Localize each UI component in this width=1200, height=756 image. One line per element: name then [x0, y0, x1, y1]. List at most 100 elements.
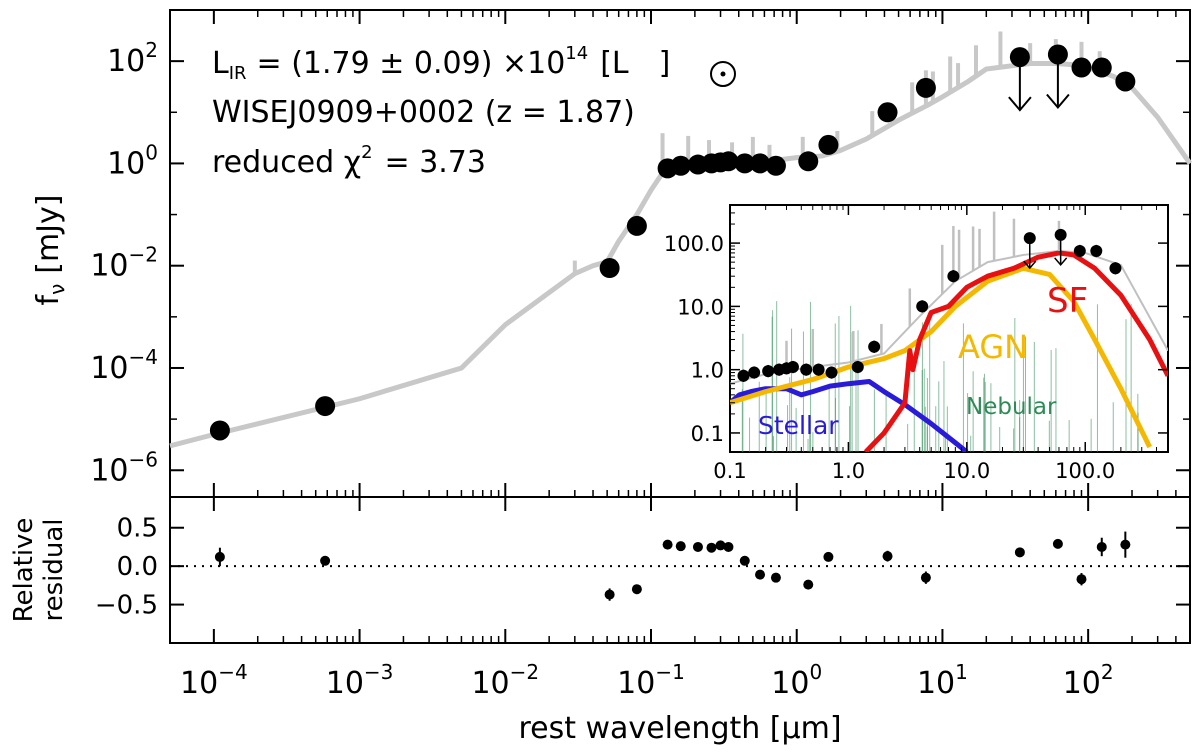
x-tick-exp: −2	[510, 660, 539, 684]
inset-curve-stellar	[730, 379, 969, 452]
x-axis-label: rest wavelength [μm]	[518, 711, 841, 746]
inset-curve-agn	[730, 265, 1152, 449]
y-tick-exp: −2	[129, 243, 158, 267]
residual-point	[320, 555, 331, 566]
inset-axes: 0.1 1.0 10.0 100.0 0.1 1.0 10.0 100.0	[664, 204, 1169, 483]
residual-point	[214, 551, 225, 562]
main-photometry-point	[599, 258, 620, 279]
inset-photometry-point	[868, 340, 881, 353]
lir-exponent: 14	[565, 43, 588, 64]
inset-label-agn: AGN	[958, 328, 1028, 366]
x-tick-exp: 1	[955, 660, 968, 684]
inset-photometry-point	[1090, 245, 1103, 258]
residual-point	[739, 555, 750, 566]
x-tick-base: 10	[771, 666, 809, 701]
inset-label-stellar: Stellar	[758, 411, 839, 440]
y-tick-base: 10	[90, 453, 128, 488]
inset-photometry-point	[1073, 245, 1086, 258]
residual-plot-frame	[169, 496, 1191, 644]
residual-point	[1120, 539, 1131, 550]
chi2-annotation: reduced χ2 = 3.73	[212, 142, 486, 180]
main-photometry-point	[626, 215, 647, 236]
residual-point	[715, 540, 726, 551]
lir-label: L	[212, 46, 229, 81]
main-photometry-point	[750, 153, 771, 174]
x-tick-base: 10	[180, 666, 218, 701]
residual-point	[882, 551, 893, 562]
main-photometry-point	[734, 153, 755, 174]
lir-unit-close: ]	[659, 46, 671, 81]
residual-y-label-line2: residual	[39, 518, 69, 621]
main-photometry-point	[1071, 57, 1092, 78]
y-tick-label: 10−2	[90, 243, 158, 284]
inset-photometry-point	[916, 300, 929, 313]
inset-y-tick-label: 100.0	[664, 232, 724, 256]
x-tick-label: 10−2	[471, 660, 539, 701]
main-photometry-point	[798, 151, 819, 172]
chi2-label: reduced χ	[212, 145, 361, 180]
y-tick-exp: −6	[129, 447, 158, 471]
annotation-block: LIR = (1.79 ± 0.09) ×1014 [L] WISEJ0909+00…	[212, 43, 736, 180]
main-photometry-point	[670, 155, 691, 176]
res-y-tick-label: −0.5	[95, 591, 158, 621]
main-photometry-point	[877, 102, 898, 123]
inset-photometry-point	[851, 361, 864, 374]
x-tick-label: 10−1	[617, 660, 685, 701]
x-tick-label: 100	[771, 660, 822, 701]
main-sed-line	[169, 60, 1193, 449]
x-tick-label: 10−4	[180, 660, 248, 701]
inset-photometry	[737, 228, 1122, 382]
inset-curve-sf	[863, 250, 1168, 452]
lir-annotation: LIR = (1.79 ± 0.09) ×1014 [L]	[212, 43, 670, 84]
residual-y-label-line1: Relative	[9, 518, 39, 623]
inset-photometry-point	[800, 363, 813, 376]
inset-photometry-point	[748, 366, 761, 379]
x-tick-base: 10	[326, 666, 364, 701]
main-photometry-point	[209, 420, 230, 441]
residual-points	[214, 531, 1131, 601]
inset-photometry-point	[825, 366, 838, 379]
y-tick-exp: 0	[145, 140, 158, 164]
res-y-tick-label: 0.0	[117, 552, 158, 582]
lir-unit: [L	[600, 46, 629, 81]
residual-point	[1014, 547, 1025, 558]
chi2-value: = 3.73	[385, 145, 486, 180]
x-tick-label: 10−3	[326, 660, 394, 701]
main-photometry-point	[718, 151, 739, 172]
main-photometry-point	[315, 396, 336, 417]
inset-y-tick-label: 1.0	[691, 359, 724, 383]
main-photometry	[209, 57, 1136, 441]
y-tick-base: 10	[90, 351, 128, 386]
main-y-axis-label: fν [mJy]	[31, 195, 69, 306]
x-tick-base: 10	[917, 666, 955, 701]
main-photometry-point	[1115, 71, 1136, 92]
y-tick-label: 10−6	[90, 447, 158, 488]
main-photometry-point	[818, 134, 839, 155]
residual-point	[920, 572, 931, 583]
y-label-f: f	[31, 293, 66, 305]
inset-label-sf: SF	[1047, 281, 1088, 321]
residual-point	[723, 541, 734, 552]
x-tick-base: 10	[1063, 666, 1101, 701]
residual-point	[1076, 574, 1087, 585]
inset-upper-limit-arrowhead	[1054, 257, 1068, 267]
inset-label-nebular: Nebular	[966, 394, 1057, 420]
main-upper-limit-arrowhead	[1008, 96, 1032, 112]
y-tick-label: 100	[107, 140, 158, 181]
y-tick-base: 10	[107, 44, 145, 79]
inset-x-tick-label: 100.0	[1055, 459, 1115, 483]
y-tick-base: 10	[107, 146, 145, 181]
main-upper-limit-arrowhead	[1046, 93, 1070, 110]
residual-point	[770, 572, 781, 583]
residual-point	[803, 579, 814, 590]
y-tick-exp: −4	[129, 345, 158, 369]
inset-photometry-point	[762, 365, 775, 378]
main-photometry-point	[915, 77, 936, 98]
component-inset: 0.1 1.0 10.0 100.0 0.1 1.0 10.0 100.0 SF AGN Ne…	[664, 204, 1169, 483]
source-annotation: WISEJ0909+0002 (z = 1.87)	[212, 95, 635, 130]
x-tick-exp: 0	[809, 660, 822, 684]
x-tick-exp: −1	[655, 660, 684, 684]
x-tick-label: 102	[1063, 660, 1114, 701]
